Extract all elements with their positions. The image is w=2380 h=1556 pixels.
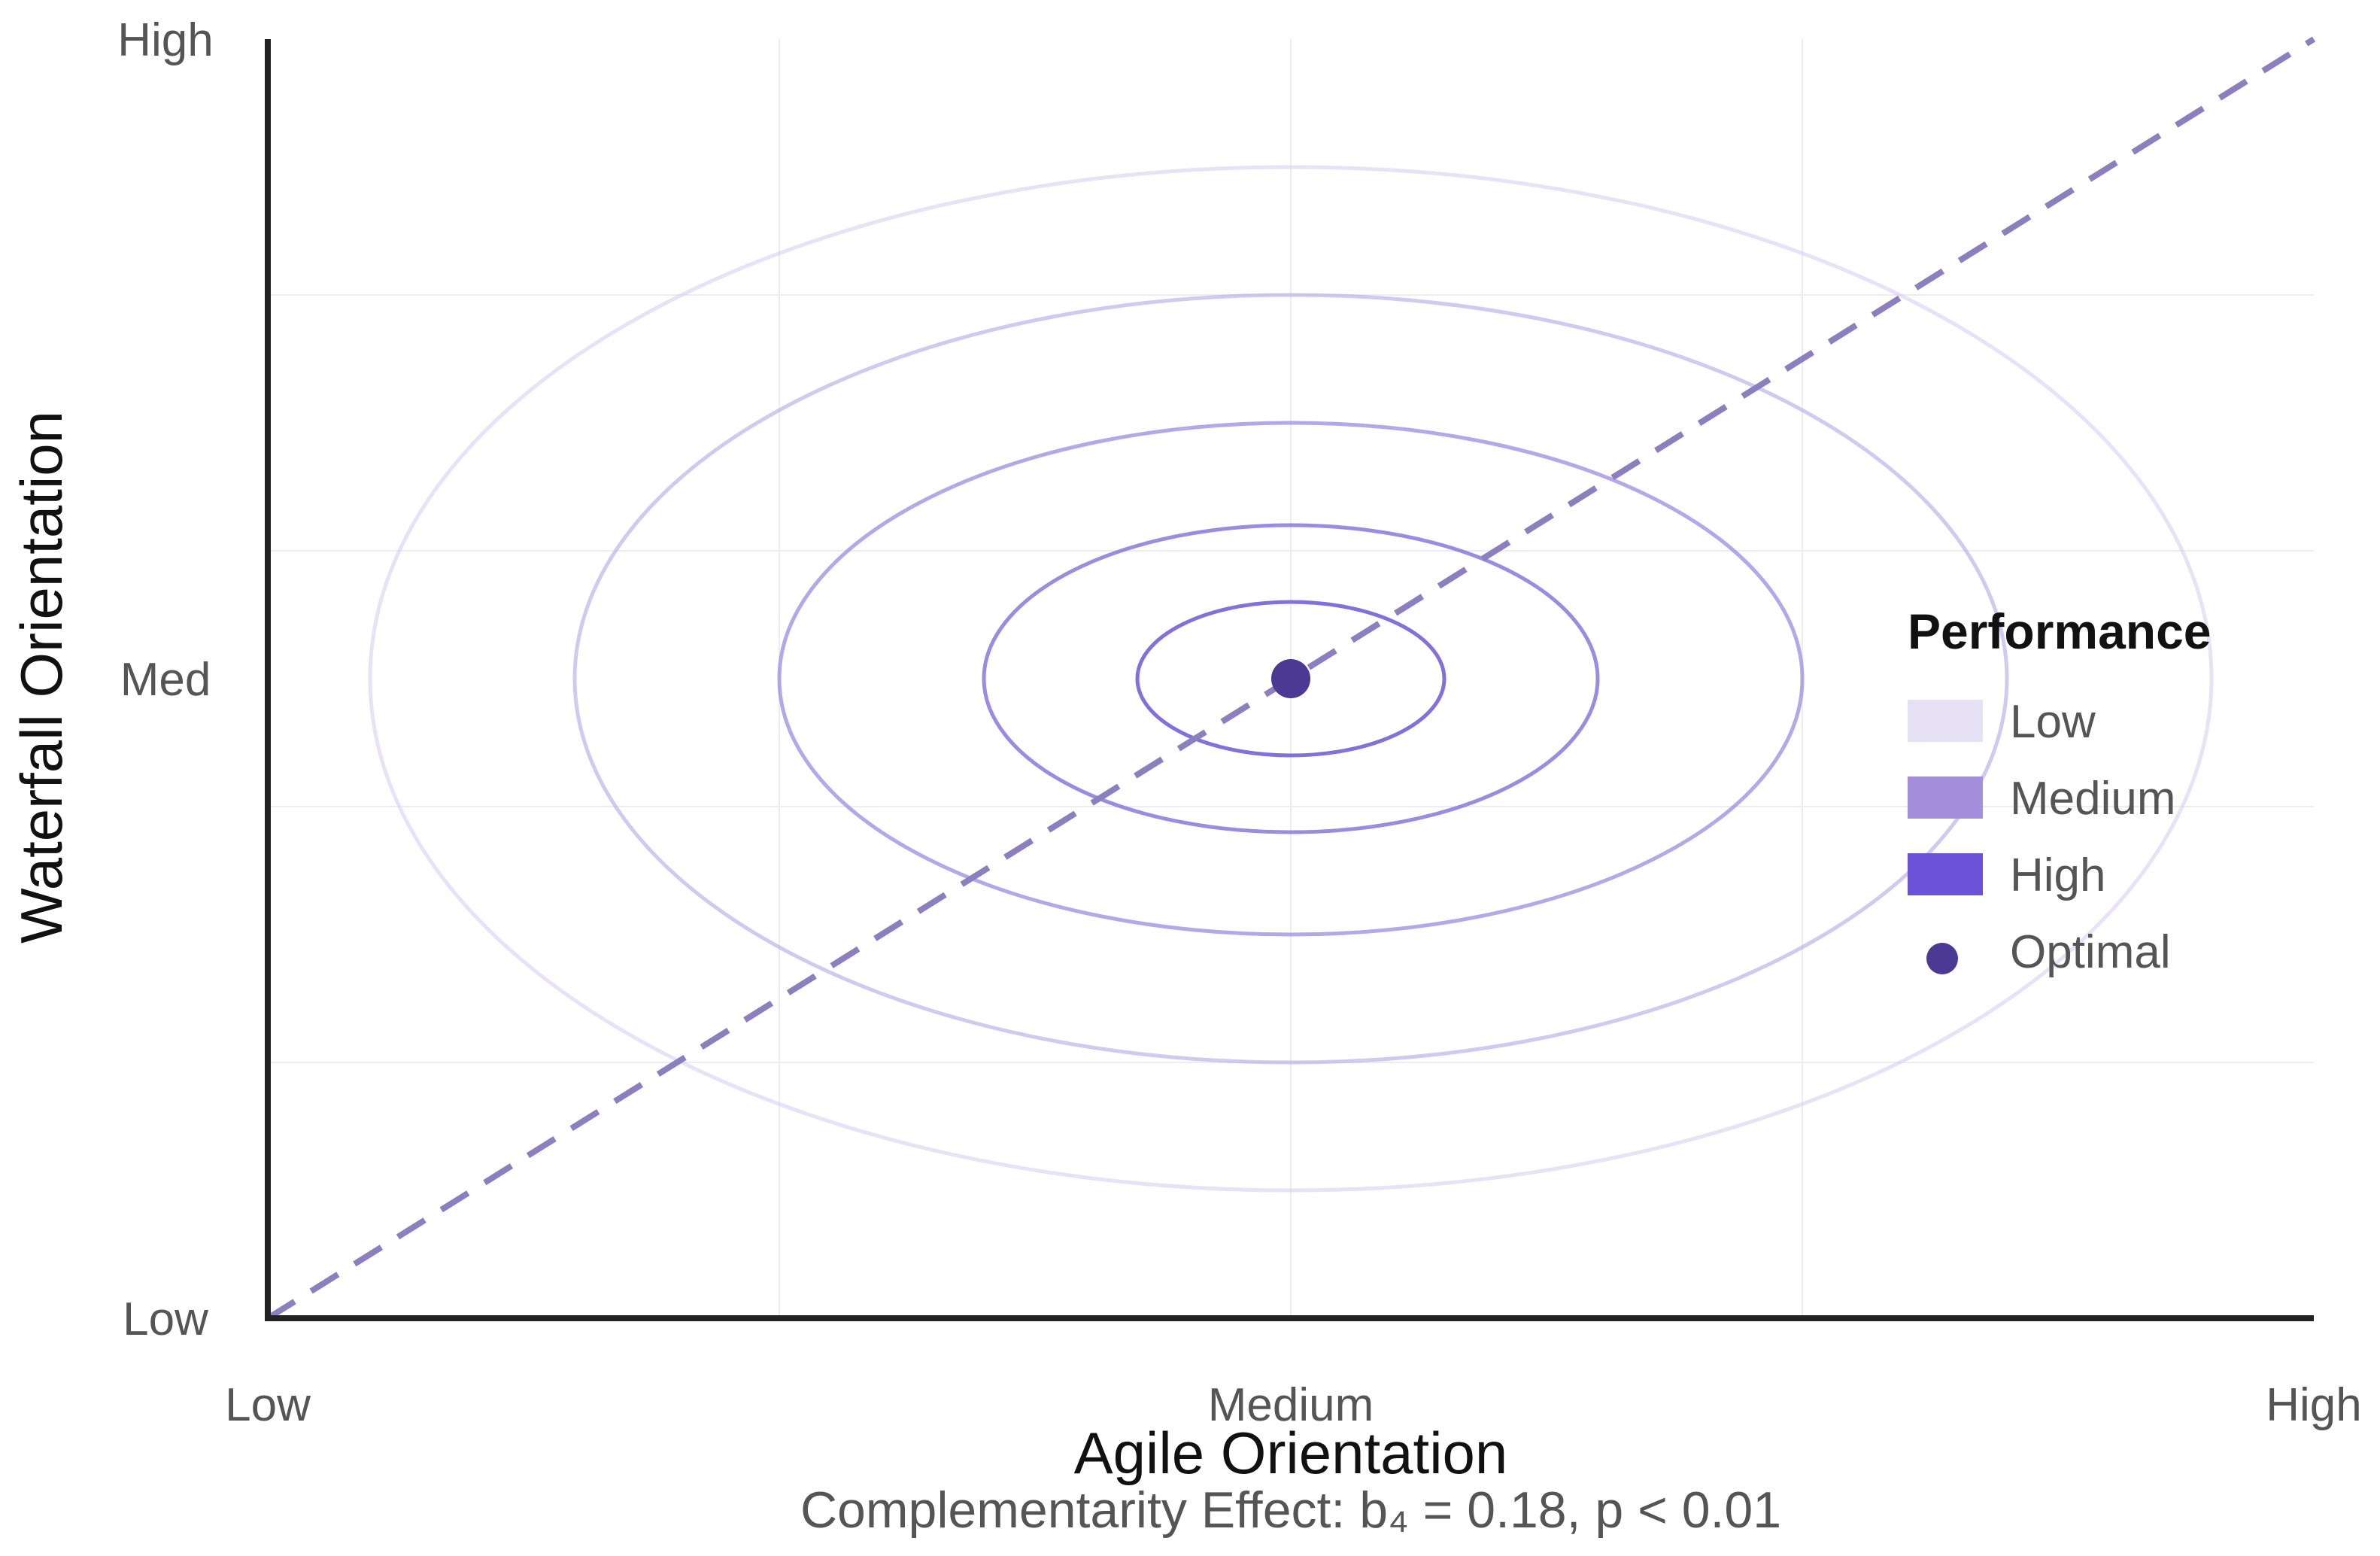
legend: Performance Low Medium High Optimal bbox=[1908, 603, 2212, 978]
optimal-point-marker bbox=[1271, 659, 1310, 698]
x-tick-label: Low bbox=[225, 1379, 311, 1431]
y-tick-label: Low bbox=[123, 1293, 208, 1345]
legend-label: Medium bbox=[2010, 773, 2176, 825]
legend-swatch bbox=[1908, 700, 1983, 742]
contour-ellipse bbox=[777, 421, 1805, 937]
optimal-point-layer bbox=[1271, 659, 1310, 698]
contour-ellipse bbox=[572, 293, 2009, 1065]
x-tick-label: High bbox=[2266, 1379, 2362, 1431]
legend-label: High bbox=[2010, 849, 2106, 901]
legend-items: Low Medium High Optimal bbox=[1908, 696, 2176, 978]
chart-caption: Complementarity Effect: b₄ = 0.18, p < 0… bbox=[800, 1482, 1781, 1539]
contour-ellipse bbox=[982, 523, 1600, 834]
legend-dot bbox=[1926, 943, 1958, 974]
legend-label: Optimal bbox=[2010, 926, 2171, 978]
x-tick-label: Medium bbox=[1208, 1379, 1374, 1431]
performance-contours bbox=[368, 165, 2214, 1193]
y-tick-labels: Low Med High bbox=[117, 14, 214, 1345]
legend-label: Low bbox=[2010, 696, 2096, 748]
legend-title: Performance bbox=[1908, 603, 2212, 659]
contour-ellipse bbox=[368, 165, 2214, 1193]
legend-swatch bbox=[1908, 853, 1983, 895]
axes bbox=[265, 39, 2314, 1321]
y-tick-label: High bbox=[117, 14, 214, 66]
y-axis-title: Waterfall Orientation bbox=[8, 411, 74, 944]
y-tick-label: Med bbox=[120, 654, 211, 706]
contour-ellipse bbox=[1135, 600, 1447, 758]
legend-swatch bbox=[1908, 776, 1983, 819]
x-axis-title: Agile Orientation bbox=[1074, 1420, 1508, 1486]
x-tick-labels: Low Medium High bbox=[225, 1379, 2362, 1431]
